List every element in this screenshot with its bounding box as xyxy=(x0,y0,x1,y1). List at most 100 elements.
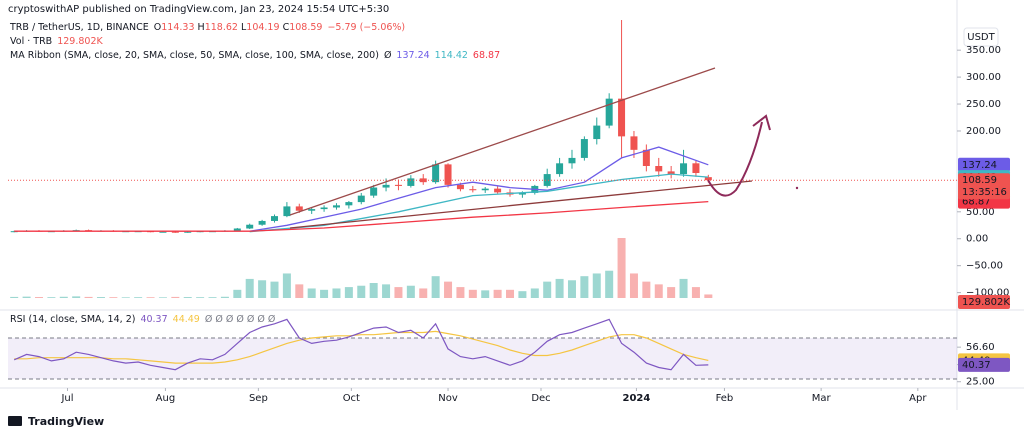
candle-body xyxy=(320,207,328,210)
ohlc-key: L xyxy=(240,22,247,33)
price-pane xyxy=(10,20,713,298)
candle-body xyxy=(556,163,564,175)
ohlc-key: C xyxy=(282,22,290,33)
volume-bar xyxy=(208,297,217,298)
candle-body xyxy=(283,206,291,217)
volume-bar xyxy=(109,297,118,298)
volume-bar xyxy=(394,287,403,298)
currency-box xyxy=(963,27,999,47)
wedge-upper-line xyxy=(289,67,716,216)
volume-bar xyxy=(158,297,167,298)
change: −5.79 (−5.06%) xyxy=(327,22,406,33)
volume-bar xyxy=(84,296,93,298)
y-tick-label: 50.00 xyxy=(966,207,995,218)
volume-bar xyxy=(592,273,601,298)
volume-bar xyxy=(146,297,155,298)
volume-badge: 129.802K xyxy=(962,297,1010,308)
volume-bar xyxy=(617,238,626,298)
candle-body xyxy=(642,149,650,166)
volume-bar xyxy=(567,280,576,298)
volume-bar xyxy=(220,296,229,298)
candle-body xyxy=(481,188,489,191)
candle-body xyxy=(518,192,526,195)
candle-body xyxy=(258,220,266,225)
volume-bar xyxy=(344,287,353,298)
y-tick-label: 0.00 xyxy=(966,234,988,245)
candle-body xyxy=(345,202,353,206)
candle-body xyxy=(246,224,254,229)
candle-body xyxy=(680,163,688,175)
arrow-head xyxy=(752,114,771,131)
volume-bar xyxy=(704,294,713,298)
x-tick-label: Dec xyxy=(531,393,550,404)
ohlc-key: O xyxy=(153,22,162,33)
ohlc-key: H xyxy=(197,22,205,33)
candle-body xyxy=(370,187,378,196)
volume-bar xyxy=(654,284,663,298)
ma-title: MA Ribbon (SMA, close, 20, SMA, close, 5… xyxy=(10,50,379,61)
rsi-tick-label: 56.60 xyxy=(966,342,995,353)
volume-bar xyxy=(47,297,56,298)
rsi-ma-line xyxy=(14,330,709,364)
volume-bar xyxy=(555,278,564,298)
volume-bar xyxy=(406,285,415,298)
x-tick-label: Mar xyxy=(812,393,832,404)
rsi-legend: RSI (14, close, SMA, 14, 2) 40.37 44.49 … xyxy=(10,314,275,325)
y-tick-label: 300.00 xyxy=(966,72,1001,83)
volume-bar xyxy=(580,276,589,298)
symbol-legend: TRB / TetherUS, 1D, BINANCE O114.33 H118… xyxy=(10,22,405,33)
volume-title: Vol · TRB xyxy=(10,36,53,47)
volume-bar xyxy=(369,283,378,298)
x-tick-label: Apr xyxy=(909,393,927,404)
candle-body xyxy=(270,216,278,221)
volume-bar xyxy=(605,270,614,298)
candle-body xyxy=(667,171,675,175)
annotation-dot xyxy=(795,186,799,190)
ma-badge-bg xyxy=(958,157,1010,172)
candle-body xyxy=(568,157,576,164)
wedge-lower-line xyxy=(289,180,753,229)
volume-bar xyxy=(59,296,68,298)
candle-body xyxy=(432,164,440,183)
symbol: TRB / TetherUS, 1D, BINANCE xyxy=(10,22,149,33)
x-tick-label: Sep xyxy=(249,393,268,404)
volume-bar xyxy=(543,281,552,298)
volume-bar xyxy=(22,296,31,298)
y-tick-label: 250.00 xyxy=(966,99,1001,110)
volume-bar xyxy=(34,297,43,298)
candle-body xyxy=(10,231,18,233)
volume-bar xyxy=(506,289,515,298)
ma-badge: 68.87 xyxy=(962,197,991,208)
volume-bar xyxy=(629,273,638,298)
rsi-value: 40.37 xyxy=(140,314,168,325)
volume-bar xyxy=(332,288,341,298)
volume-bar xyxy=(171,296,180,298)
volume-bar xyxy=(357,285,366,298)
candle-body xyxy=(630,136,638,150)
ma-line xyxy=(249,146,709,232)
header: cryptoswithAP published on TradingView.c… xyxy=(8,4,390,15)
candle-body xyxy=(618,98,626,137)
candle-body xyxy=(332,205,340,208)
volume-bar xyxy=(196,297,205,298)
volume-bar xyxy=(258,280,267,298)
volume-badge-bg xyxy=(958,295,1010,309)
x-tick-label: 2024 xyxy=(623,393,651,404)
volume-bar xyxy=(493,289,502,298)
candle-body xyxy=(171,231,179,233)
ma-value: 114.42 xyxy=(434,50,468,61)
ohlc-value: 118.62 xyxy=(204,22,238,33)
volume-bar xyxy=(530,288,539,298)
x-tick-label: Oct xyxy=(343,393,360,404)
brand: TradingView xyxy=(28,415,104,428)
rsi-badge-bg xyxy=(958,357,1010,372)
volume-bar xyxy=(72,296,81,298)
ohlc-value: 114.33 xyxy=(161,22,195,33)
ma-value: 68.87 xyxy=(472,50,501,61)
candle-body xyxy=(419,178,427,183)
ohlc-value: 104.19 xyxy=(246,22,280,33)
ma-legend: MA Ribbon (SMA, close, 20, SMA, close, 5… xyxy=(10,50,500,61)
candle-body xyxy=(692,163,700,174)
